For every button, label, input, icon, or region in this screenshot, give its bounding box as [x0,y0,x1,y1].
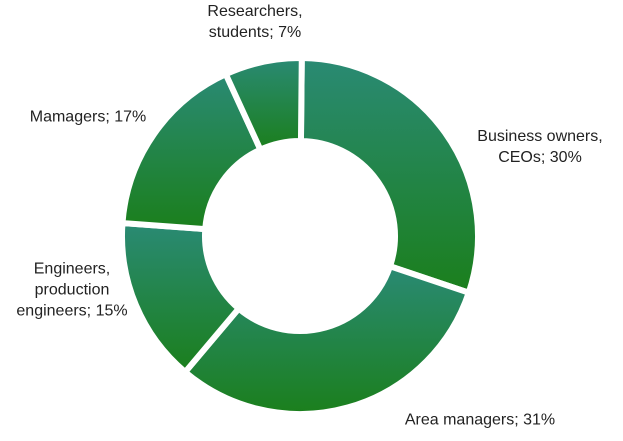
slice-label: Engineers, production engineers; 15% [16,260,128,320]
slice-label: Area managers; 31% [404,411,556,429]
slice-label: Mamagers; 17% [29,108,147,126]
slice-label: Researchers, students; 7% [207,3,303,41]
donut-slice [180,262,473,417]
donut-slice [119,70,265,233]
donut-slice [221,55,305,154]
donut-slice [297,54,481,297]
slice-label: Business owners, CEOs; 30% [477,128,603,166]
